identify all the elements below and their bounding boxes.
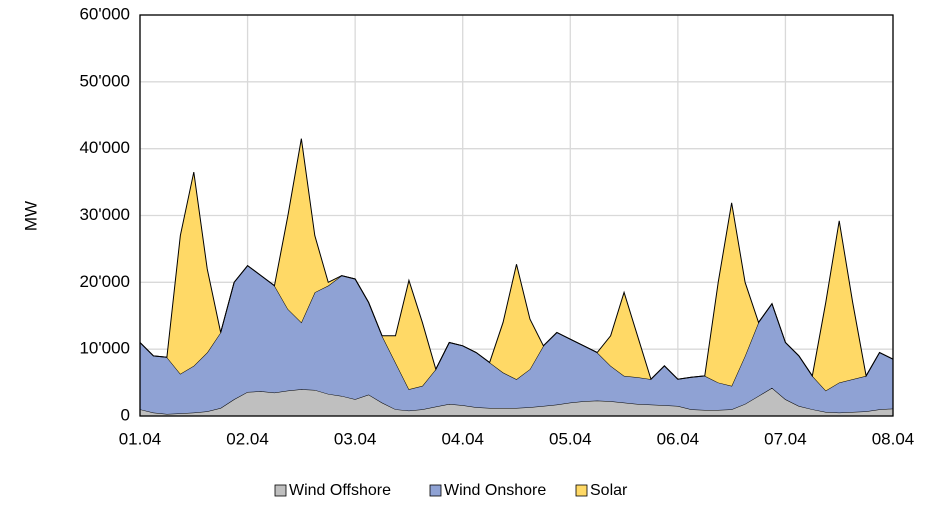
x-tick-label: 02.04 — [226, 429, 269, 448]
y-tick-label: 0 — [121, 405, 130, 424]
y-tick-label: 40'000 — [79, 138, 130, 157]
plot-frame — [139, 14, 894, 417]
legend-swatch — [429, 484, 442, 497]
area-outline — [139, 138, 894, 381]
legend-label: Wind Onshore — [444, 482, 546, 499]
x-tick-label: 06.04 — [657, 429, 700, 448]
x-tick-label: 08.04 — [872, 429, 915, 448]
y-tick-label: 20'000 — [79, 272, 130, 291]
x-tick-label: 03.04 — [334, 429, 377, 448]
legend-swatch — [575, 484, 588, 497]
area — [140, 265, 893, 414]
y-tick-label: 60'000 — [79, 4, 130, 23]
x-tick-label: 07.04 — [764, 429, 807, 448]
x-tick-label: 01.04 — [119, 429, 162, 448]
y-tick-label: 50'000 — [79, 71, 130, 90]
y-tick-label: 30'000 — [79, 205, 130, 224]
x-tick-label: 05.04 — [549, 429, 592, 448]
legend-label: Wind Offshore — [289, 482, 391, 499]
legend-label: Solar — [590, 482, 628, 499]
legend-swatch — [274, 484, 287, 497]
y-axis-label: MW — [21, 201, 40, 231]
area — [140, 387, 893, 416]
y-tick-label: 10'000 — [79, 339, 130, 358]
x-tick-label: 04.04 — [441, 429, 484, 448]
